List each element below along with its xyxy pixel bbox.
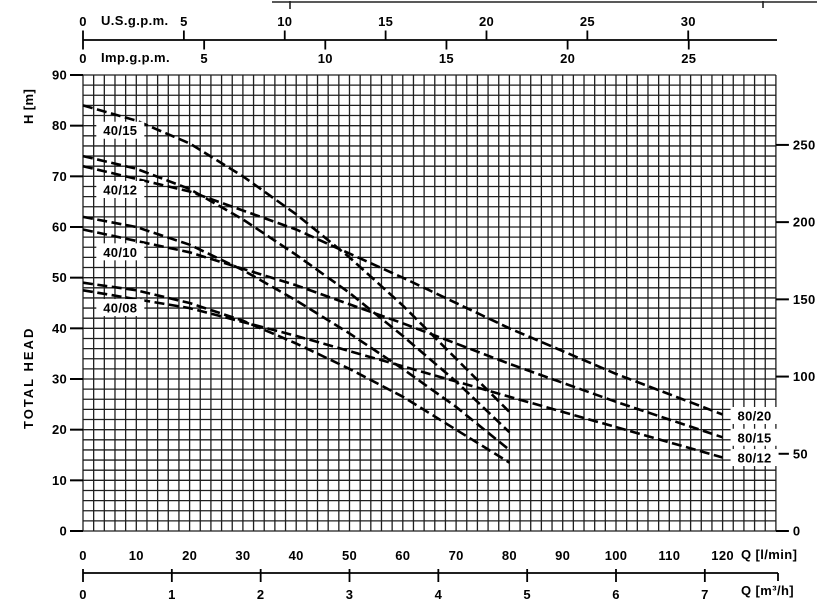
x-axis-lmin: 0 10 20 30 40 50 60 70 80 90 100 110 120	[79, 548, 734, 563]
lmin-tick-label: 20	[182, 548, 197, 563]
curve-label: 40/10	[103, 245, 137, 260]
y-left-tick-label: 20	[52, 422, 67, 437]
m3h-tick-label: 2	[257, 587, 265, 602]
head-unit-label: H [m]	[21, 88, 36, 124]
y-axis-title: TOTAL HEAD	[21, 326, 36, 429]
curve-label: 40/08	[103, 301, 137, 316]
m3h-tick-label: 6	[612, 587, 620, 602]
m3h-tick-label: 5	[523, 587, 531, 602]
lmin-tick-label: 40	[289, 548, 304, 563]
y-right-tick-label: 150	[793, 292, 816, 307]
curve-label-box	[730, 406, 779, 424]
curve-label: 40/15	[103, 123, 137, 138]
m3h-tick-label: 3	[346, 587, 354, 602]
curve-label: 80/12	[738, 451, 772, 466]
y-left-tick-label: 70	[52, 169, 67, 184]
y-right-tick-label: 0	[793, 524, 801, 539]
curve-40-15	[82, 104, 511, 413]
y-left-tick-label: 40	[52, 321, 67, 336]
gpm-scale: 0 5 10 15 20 25 30 0 5 10 15 20 25	[79, 14, 777, 66]
m3h-tick-label: 1	[168, 587, 176, 602]
lmin-tick-label: 60	[395, 548, 410, 563]
lmin-tick-label: 120	[711, 548, 734, 563]
y-left-tick-label: 10	[52, 473, 67, 488]
imp-gpm-tick-label: 5	[200, 51, 208, 66]
us-gpm-tick-label: 15	[378, 14, 393, 29]
y-left-tick-label: 50	[52, 270, 67, 285]
y-right-tick-label: 250	[793, 137, 816, 152]
us-gpm-tick-label: 20	[479, 14, 494, 29]
imp-gpm-tick-label: 25	[681, 51, 696, 66]
curve-label-box	[96, 121, 145, 139]
imp-gpm-axis-label: Imp.g.p.m.	[101, 50, 170, 65]
m3h-tick-label: 0	[79, 587, 87, 602]
y-left-tick-label: 80	[52, 118, 67, 133]
y-left-tick-label: 60	[52, 219, 67, 234]
curve-label: 80/15	[738, 430, 772, 445]
m3h-scale: 0 1 2 3 4 5 6 7	[79, 569, 779, 602]
flow-lmin-axis-label: Q [l/min]	[741, 547, 798, 562]
curve-80-15	[82, 228, 724, 439]
y-left-tick-label: 90	[52, 67, 67, 82]
lmin-tick-label: 10	[129, 548, 144, 563]
us-gpm-tick-label: 5	[180, 14, 188, 29]
lmin-tick-label: 70	[449, 548, 464, 563]
imp-gpm-tick-label: 10	[318, 51, 333, 66]
curve-80-12	[82, 289, 723, 459]
m3h-tick-label: 7	[701, 587, 709, 602]
y-right-tick-label: 50	[793, 446, 808, 461]
y-axis-right: 0 50 100 150 200 250	[775, 137, 816, 539]
lmin-tick-label: 0	[79, 548, 87, 563]
curve-labels: 40/15 40/12 40/10 40/08 80/20 80/15 80/12	[96, 121, 779, 467]
imp-gpm-tick-label: 20	[560, 51, 575, 66]
curve-label-box	[96, 243, 145, 261]
scan-artifact-marks	[272, 1, 817, 9]
pump-curves	[82, 104, 724, 464]
curve-40-10	[82, 215, 511, 451]
curve-label-box	[96, 299, 145, 317]
flow-m3h-axis-label: Q [m³/h]	[741, 583, 795, 598]
us-gpm-tick-label: 30	[681, 14, 696, 29]
y-right-tick-label: 100	[793, 369, 816, 384]
curve-label-box	[96, 181, 145, 199]
curve-40-12	[82, 154, 511, 434]
curve-80-20	[82, 164, 724, 416]
lmin-tick-label: 30	[235, 548, 250, 563]
curve-label-box	[730, 449, 779, 467]
curve-40-08	[82, 281, 511, 464]
us-gpm-axis-label: U.S.g.p.m.	[101, 13, 169, 28]
y-right-tick-label: 200	[793, 215, 816, 230]
imp-gpm-tick-label: 0	[79, 51, 87, 66]
m3h-tick-label: 4	[435, 587, 443, 602]
us-gpm-tick-label: 10	[277, 14, 292, 29]
y-axis-left: 0 10 20 30 40 50 60 70 80 90	[52, 67, 83, 539]
lmin-tick-label: 90	[555, 548, 570, 563]
y-left-tick-label: 0	[59, 524, 67, 539]
us-gpm-tick-label: 25	[580, 14, 595, 29]
lmin-tick-label: 100	[605, 548, 628, 563]
curve-label-box	[730, 428, 779, 446]
lmin-tick-label: 110	[658, 548, 680, 563]
lmin-tick-label: 80	[502, 548, 517, 563]
us-gpm-tick-label: 0	[79, 14, 87, 29]
imp-gpm-tick-label: 15	[439, 51, 454, 66]
curve-label: 80/20	[738, 408, 772, 423]
curve-label: 40/12	[103, 183, 137, 198]
lmin-tick-label: 50	[342, 548, 357, 563]
y-left-tick-label: 30	[52, 371, 67, 386]
